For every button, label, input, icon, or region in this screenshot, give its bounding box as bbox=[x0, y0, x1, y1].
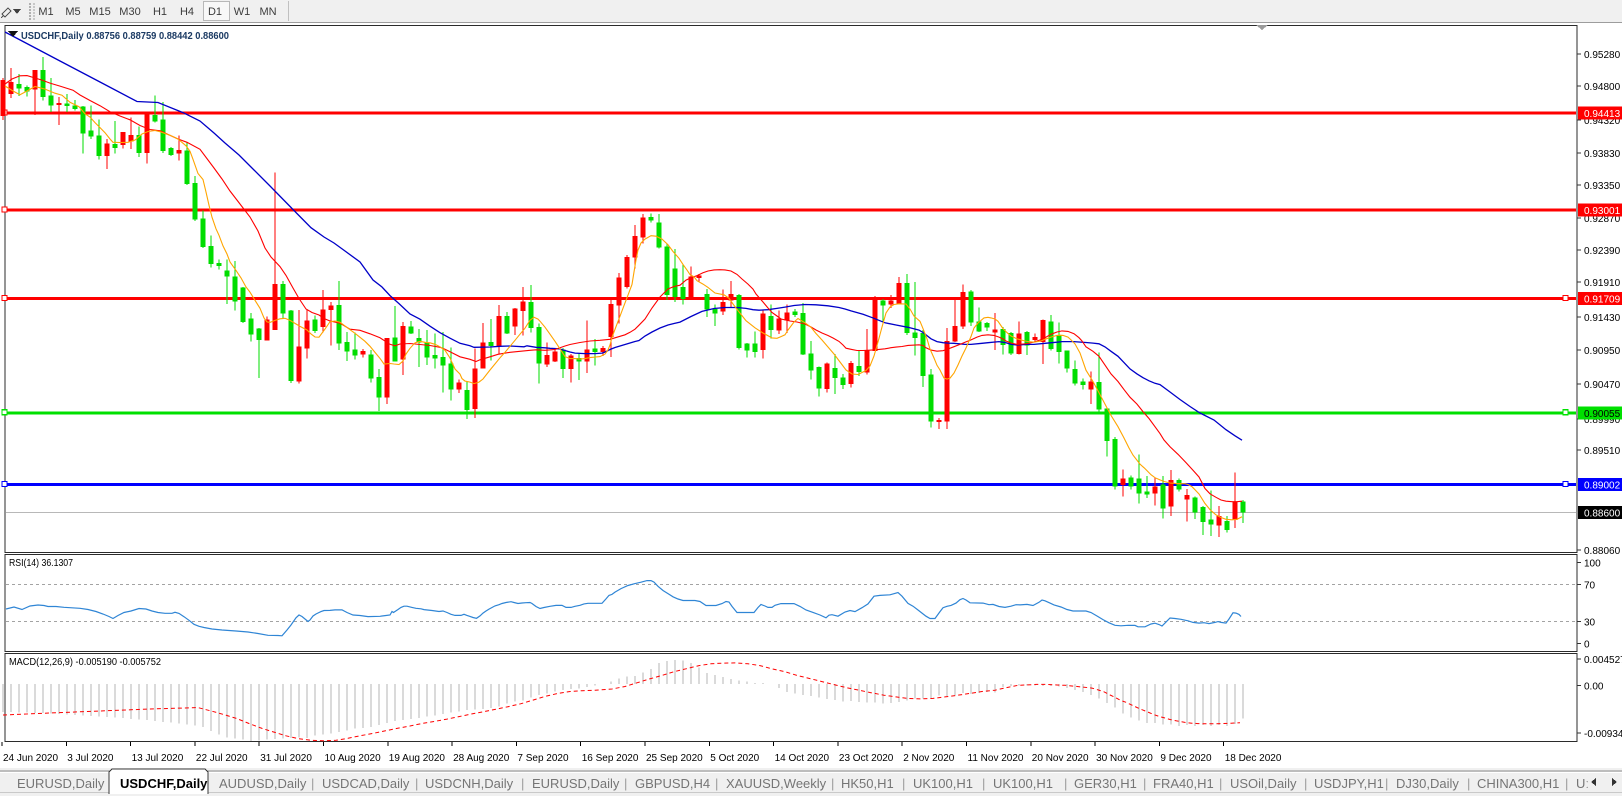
svg-text:|: | bbox=[1064, 776, 1067, 791]
svg-text:5 Oct 2020: 5 Oct 2020 bbox=[710, 753, 759, 764]
svg-text:USDCNH,Daily: USDCNH,Daily bbox=[425, 776, 514, 791]
svg-text:MACD(12,26,9) -0.005190 -0.005: MACD(12,26,9) -0.005190 -0.005752 bbox=[9, 657, 161, 668]
svg-text:100: 100 bbox=[1584, 559, 1601, 570]
svg-text:|: | bbox=[1304, 776, 1307, 791]
svg-text:EURUSD,Daily: EURUSD,Daily bbox=[532, 776, 620, 791]
svg-text:0.89510: 0.89510 bbox=[1584, 446, 1621, 457]
svg-text:0.94413: 0.94413 bbox=[1584, 109, 1621, 120]
svg-text:FRA40,H1: FRA40,H1 bbox=[1153, 776, 1214, 791]
svg-text:0.94800: 0.94800 bbox=[1584, 82, 1621, 93]
svg-text:CHINA300,H1: CHINA300,H1 bbox=[1477, 776, 1559, 791]
svg-text:0.92390: 0.92390 bbox=[1584, 246, 1621, 257]
svg-text:|: | bbox=[521, 776, 524, 791]
svg-text:0.91709: 0.91709 bbox=[1584, 295, 1621, 306]
svg-text:11 Nov 2020: 11 Nov 2020 bbox=[968, 753, 1024, 764]
svg-text:3 Jul 2020: 3 Jul 2020 bbox=[67, 753, 114, 764]
svg-text:70: 70 bbox=[1584, 581, 1596, 592]
svg-text:GBPUSD,H4: GBPUSD,H4 bbox=[635, 776, 710, 791]
svg-text:0.95280: 0.95280 bbox=[1584, 50, 1621, 61]
svg-text:0.92870: 0.92870 bbox=[1584, 214, 1621, 225]
svg-text:0.91430: 0.91430 bbox=[1584, 313, 1621, 324]
svg-text:D1: D1 bbox=[208, 6, 222, 18]
svg-text:24 Jun 2020: 24 Jun 2020 bbox=[3, 753, 58, 764]
svg-text:0.004527: 0.004527 bbox=[1584, 655, 1622, 666]
svg-text:M5: M5 bbox=[65, 6, 80, 18]
svg-text:28 Aug 2020: 28 Aug 2020 bbox=[453, 753, 510, 764]
svg-text:0.00: 0.00 bbox=[1584, 682, 1604, 693]
svg-text:|: | bbox=[902, 776, 905, 791]
svg-text:30: 30 bbox=[1584, 618, 1596, 629]
svg-text:UK100,H1: UK100,H1 bbox=[993, 776, 1053, 791]
svg-text:MN: MN bbox=[259, 6, 276, 18]
svg-text:14 Oct 2020: 14 Oct 2020 bbox=[775, 753, 830, 764]
svg-text:USDCHF,Daily: USDCHF,Daily bbox=[120, 776, 208, 791]
svg-text:0.93830: 0.93830 bbox=[1584, 149, 1621, 160]
svg-text:GER30,H1: GER30,H1 bbox=[1074, 776, 1137, 791]
svg-text:0.90055: 0.90055 bbox=[1584, 409, 1621, 420]
svg-text:M30: M30 bbox=[119, 6, 140, 18]
svg-text:20 Nov 2020: 20 Nov 2020 bbox=[1032, 753, 1089, 764]
svg-text:25 Sep 2020: 25 Sep 2020 bbox=[646, 753, 703, 764]
svg-text:|: | bbox=[311, 776, 314, 791]
svg-text:0.89990: 0.89990 bbox=[1584, 415, 1621, 426]
svg-text:7 Sep 2020: 7 Sep 2020 bbox=[517, 753, 569, 764]
svg-text:0.88600: 0.88600 bbox=[1584, 508, 1621, 519]
svg-text:|: | bbox=[415, 776, 418, 791]
svg-text:Uː: Uː bbox=[1576, 776, 1589, 791]
svg-text:|: | bbox=[1219, 776, 1222, 791]
svg-text:0: 0 bbox=[1584, 640, 1590, 651]
svg-text:16 Sep 2020: 16 Sep 2020 bbox=[582, 753, 639, 764]
svg-text:M1: M1 bbox=[38, 6, 53, 18]
svg-text:0.94320: 0.94320 bbox=[1584, 116, 1621, 127]
svg-text:|: | bbox=[1385, 776, 1388, 791]
svg-text:18 Dec 2020: 18 Dec 2020 bbox=[1225, 753, 1282, 764]
svg-text:UK100,H1: UK100,H1 bbox=[913, 776, 973, 791]
svg-text:USDJPY,H1: USDJPY,H1 bbox=[1314, 776, 1384, 791]
svg-text:|: | bbox=[715, 776, 718, 791]
svg-text:-0.009348: -0.009348 bbox=[1584, 729, 1622, 740]
svg-text:W1: W1 bbox=[234, 6, 251, 18]
svg-text:HK50,H1: HK50,H1 bbox=[841, 776, 894, 791]
svg-text:EURUSD,Daily: EURUSD,Daily bbox=[17, 776, 105, 791]
svg-text:USOil,Daily: USOil,Daily bbox=[1230, 776, 1297, 791]
svg-text:|: | bbox=[1565, 776, 1568, 791]
svg-text:|: | bbox=[1467, 776, 1470, 791]
svg-text:22 Jul 2020: 22 Jul 2020 bbox=[196, 753, 248, 764]
svg-text:DJ30,Daily: DJ30,Daily bbox=[1396, 776, 1459, 791]
svg-text:31 Jul 2020: 31 Jul 2020 bbox=[260, 753, 312, 764]
svg-text:USDCAD,Daily: USDCAD,Daily bbox=[322, 776, 410, 791]
svg-text:XAUUSD,Weekly: XAUUSD,Weekly bbox=[726, 776, 827, 791]
svg-text:RSI(14) 36.1307: RSI(14) 36.1307 bbox=[9, 558, 73, 569]
svg-text:0.93001: 0.93001 bbox=[1584, 206, 1621, 217]
svg-text:9 Dec 2020: 9 Dec 2020 bbox=[1160, 753, 1212, 764]
svg-text:10 Aug 2020: 10 Aug 2020 bbox=[325, 753, 382, 764]
svg-text:M15: M15 bbox=[89, 6, 110, 18]
svg-text:H4: H4 bbox=[180, 6, 194, 18]
svg-text:0.93350: 0.93350 bbox=[1584, 181, 1621, 192]
svg-text:0.91910: 0.91910 bbox=[1584, 278, 1621, 289]
svg-text:0.90470: 0.90470 bbox=[1584, 380, 1621, 391]
svg-text:H1: H1 bbox=[153, 6, 167, 18]
svg-text:USDCHF,Daily 0.88756 0.88759: USDCHF,Daily 0.88756 0.88759 0.88442 0.8… bbox=[21, 30, 229, 42]
svg-text:0.89002: 0.89002 bbox=[1584, 481, 1621, 492]
svg-text:23 Oct 2020: 23 Oct 2020 bbox=[839, 753, 894, 764]
svg-text:13 Jul 2020: 13 Jul 2020 bbox=[132, 753, 184, 764]
svg-text:30 Nov 2020: 30 Nov 2020 bbox=[1096, 753, 1153, 764]
svg-text:|: | bbox=[624, 776, 627, 791]
svg-text:|: | bbox=[831, 776, 834, 791]
svg-text:|: | bbox=[982, 776, 985, 791]
svg-text:0.88060: 0.88060 bbox=[1584, 546, 1621, 557]
svg-text:0.90950: 0.90950 bbox=[1584, 346, 1621, 357]
svg-text:|: | bbox=[1143, 776, 1146, 791]
svg-text:AUDUSD,Daily: AUDUSD,Daily bbox=[219, 776, 307, 791]
svg-text:2 Nov 2020: 2 Nov 2020 bbox=[903, 753, 955, 764]
svg-text:19 Aug 2020: 19 Aug 2020 bbox=[389, 753, 446, 764]
